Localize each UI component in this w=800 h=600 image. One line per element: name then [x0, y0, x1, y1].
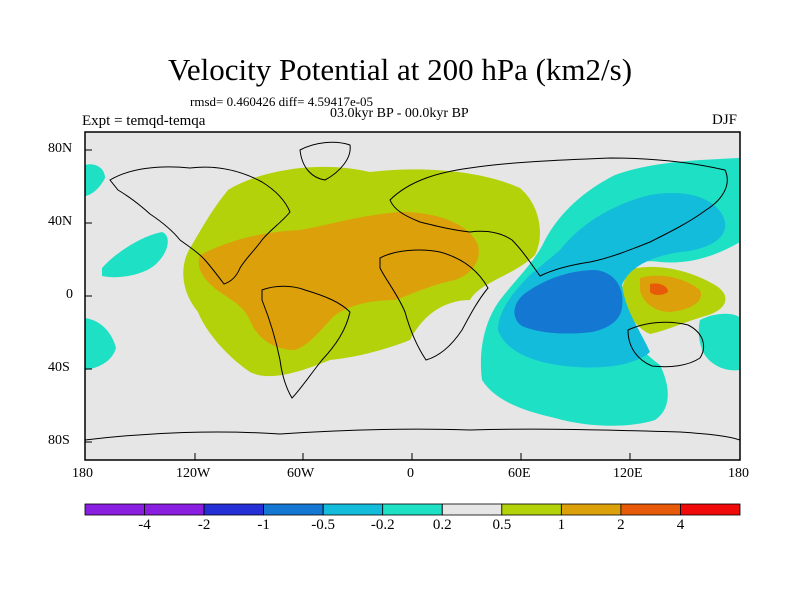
- colorbar-box: [680, 503, 741, 516]
- colorbar-label: -0.2: [370, 517, 395, 533]
- colorbar: [84, 503, 741, 516]
- colorbar-label: 4: [676, 517, 685, 533]
- lat-label-80s: 80S: [48, 433, 70, 448]
- lat-label-80n: 80N: [48, 141, 73, 156]
- positive-region-north-atlantic: [265, 171, 370, 222]
- lon-label-60w: 60W: [287, 466, 315, 481]
- colorbar-box: [441, 503, 503, 516]
- colorbar-box: [263, 503, 324, 516]
- lon-label-0: 0: [407, 466, 414, 481]
- coastline-north-america: [109, 166, 291, 285]
- colorbar-box: [382, 503, 443, 516]
- colorbar-label: 2: [617, 517, 625, 533]
- lon-label-60e: 60E: [508, 466, 531, 481]
- coastline-greenland: [299, 141, 351, 181]
- positive-peak-west-pacific: [650, 283, 668, 295]
- colorbar-label: 0.5: [492, 517, 512, 533]
- colorbar-box: [501, 503, 562, 516]
- map-field: [85, 132, 740, 460]
- season-label: DJF: [712, 112, 738, 128]
- colorbar-label: -4: [138, 517, 151, 533]
- lon-label-180-west: 180: [72, 466, 93, 481]
- colorbar-box: [322, 503, 384, 516]
- colorbar-label: -2: [197, 517, 211, 533]
- lat-label-0: 0: [66, 287, 73, 302]
- colorbar-label: -0.5: [311, 517, 336, 533]
- colorbar-box: [84, 503, 145, 516]
- colorbar-box: [144, 503, 205, 516]
- coastline-australia: [627, 321, 704, 368]
- colorbar-box: [620, 503, 681, 516]
- coastline-africa: [379, 249, 489, 361]
- stats-text: rmsd= 0.460426 diff= 4.59417e-05: [190, 94, 374, 109]
- negative-blob-south-pacific-east: [698, 313, 740, 371]
- period-text: 03.0kyr BP - 00.0kyr BP: [330, 106, 469, 121]
- colorbar-box: [561, 503, 622, 516]
- lat-label-40s: 40S: [48, 360, 70, 375]
- lat-label-40n: 40N: [48, 214, 73, 229]
- coastline-antarctica: [85, 428, 740, 441]
- negative-peak-indian-ocean: [514, 270, 623, 334]
- coastlines: [85, 141, 740, 441]
- positive-core-atlantic: [198, 212, 479, 350]
- negative-blob-arctic-west: [85, 164, 105, 196]
- coastline-south-america: [261, 285, 351, 399]
- colorbar-label: 0.2: [432, 517, 452, 533]
- lon-label-120e: 120E: [613, 466, 643, 481]
- experiment-label: Expt = temqd-temqa: [82, 113, 206, 129]
- coastline-eurasia: [389, 157, 728, 277]
- axis-ticks: [85, 149, 631, 460]
- lon-label-120w: 120W: [176, 466, 211, 481]
- lon-label-180-east: 180: [728, 466, 749, 481]
- negative-blob-south-pacific: [85, 318, 116, 370]
- negative-blob-east-pacific: [102, 232, 168, 278]
- colorbar-label: 1: [557, 517, 566, 533]
- plot-title: Velocity Potential at 200 hPa (km2/s): [167, 52, 633, 87]
- colorbar-label: -1: [257, 517, 270, 533]
- colorbar-box: [203, 503, 265, 516]
